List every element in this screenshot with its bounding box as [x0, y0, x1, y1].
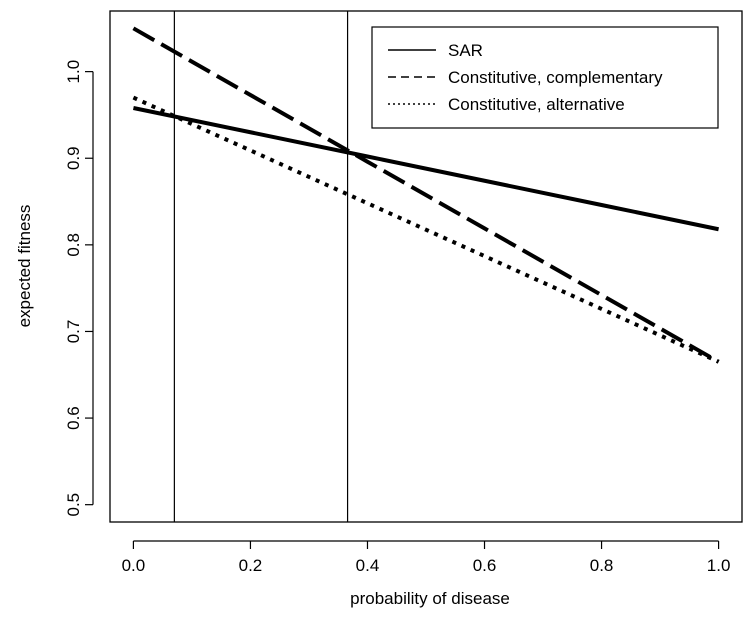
y-tick-label: 0.8: [64, 233, 83, 257]
x-tick-label: 1.0: [707, 556, 731, 575]
x-tick-label: 0.8: [590, 556, 614, 575]
y-tick-label: 1.0: [64, 60, 83, 84]
series-line-constitutive-complementary: [132, 26, 720, 364]
y-ticks: 0.5 0.6 0.7 0.8 0.9 1.0: [64, 60, 93, 517]
y-tick-label: 0.6: [64, 406, 83, 430]
x-tick-label: 0.0: [122, 556, 146, 575]
x-tick-label: 0.2: [239, 556, 263, 575]
legend-label-constitutive-alternative: Constitutive, alternative: [448, 95, 625, 114]
x-tick-label: 0.6: [473, 556, 497, 575]
series-line-sar: [133, 106, 719, 232]
plot-frame: [109, 10, 743, 523]
legend: SAR Constitutive, complementary Constitu…: [371, 26, 719, 129]
y-tick-label: 0.9: [64, 146, 83, 170]
x-axis-label: probability of disease: [350, 589, 510, 608]
series-line-constitutive-alternative: [132, 95, 720, 364]
y-tick-label: 0.7: [64, 320, 83, 344]
legend-label-constitutive-complementary: Constitutive, complementary: [448, 68, 663, 87]
x-tick-label: 0.4: [356, 556, 380, 575]
legend-label-sar: SAR: [448, 41, 483, 60]
y-axis-label: expected fitness: [15, 205, 34, 328]
y-tick-label: 0.5: [64, 493, 83, 517]
x-ticks: 0.0 0.2 0.4 0.6 0.8 1.0: [122, 541, 731, 575]
